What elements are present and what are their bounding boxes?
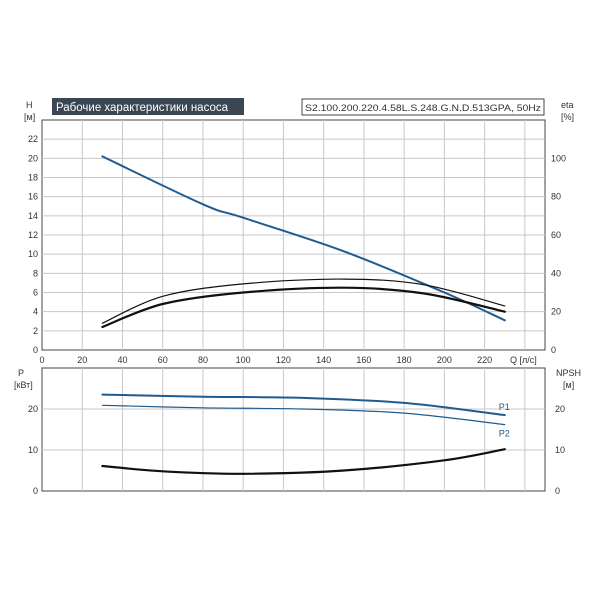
y-axis-unit-p: [кВт] [14,380,33,390]
y-tick-label: 0 [33,345,38,355]
x-tick-label: 120 [276,355,291,365]
y-tick-label: 8 [33,268,38,278]
series-label-p1: P1 [499,402,510,412]
x-tick-label: 220 [477,355,492,365]
model-label: S2.100.200.220.4.58L.S.248.G.N.D.513GPA,… [305,103,542,113]
y-axis-unit-h: [м] [24,112,35,122]
y-tick-label: 2 [33,326,38,336]
power-npsh-ticks: 0 10 20 0 10 20 [28,404,565,496]
y-tick-label: 10 [28,445,38,455]
power-curve-p1 [101,393,506,417]
power-curve-p2 [101,404,506,426]
y-axis-label-p: P [18,368,24,378]
y-tick-label: 10 [28,249,38,259]
y2-tick-label: 100 [551,153,566,163]
y2-tick-label: 20 [551,307,561,317]
y-tick-label: 20 [28,153,38,163]
chart-title-background [52,98,244,115]
series-label-p2: P2 [499,429,510,439]
y2-axis-unit-npsh: [м] [563,380,574,390]
y2-axis-label-eta: eta [561,100,574,110]
efficiency-curve [101,286,506,329]
x-tick-label: 200 [437,355,452,365]
efficiency-curve [101,278,506,324]
head-curve [101,155,506,322]
y-axis-label-h: H [26,100,33,110]
model-label-box [301,98,545,116]
y2-tick-label: 60 [551,230,561,240]
y-tick-label: 20 [28,404,38,414]
npsh-curve [101,448,506,475]
y-tick-label: 18 [28,173,38,183]
y-tick-label: 0 [33,486,38,496]
x-tick-label: 60 [158,355,168,365]
x-tick-label: 80 [198,355,208,365]
y2-tick-label: 20 [555,404,565,414]
y-tick-label: 14 [28,211,38,221]
x-tick-label: 20 [77,355,87,365]
power-npsh-plot-area [41,367,546,492]
y-tick-label: 6 [33,288,38,298]
y2-tick-label: 0 [551,345,556,355]
y-tick-label: 16 [28,192,38,202]
chart-title: Рабочие характеристики насоса [56,102,229,114]
y2-tick-label: 0 [555,486,560,496]
y2-axis-label-npsh: NPSH [556,368,581,378]
x-tick-label: 0 [39,355,44,365]
x-tick-label: 100 [236,355,251,365]
x-tick-label: 180 [397,355,412,365]
y-tick-label: 12 [28,230,38,240]
x-tick-label: 140 [316,355,331,365]
y2-tick-label: 80 [551,192,561,202]
power-npsh-panel: P1 P2 0 10 20 0 10 20 P [кВт] NPSH [м] [14,367,581,496]
y2-tick-label: 40 [551,268,561,278]
x-axis-label: Q [л/с] [510,355,537,365]
y-tick-label: 4 [33,307,38,317]
x-tick-label: 40 [117,355,127,365]
power-npsh-series: P1 P2 [101,393,510,475]
y2-axis-unit-eta: [%] [561,112,574,122]
head-efficiency-series [101,155,506,329]
head-efficiency-grid [42,120,545,350]
x-tick-label: 160 [356,355,371,365]
y2-tick-label: 10 [555,445,565,455]
y-tick-label: 22 [28,134,38,144]
